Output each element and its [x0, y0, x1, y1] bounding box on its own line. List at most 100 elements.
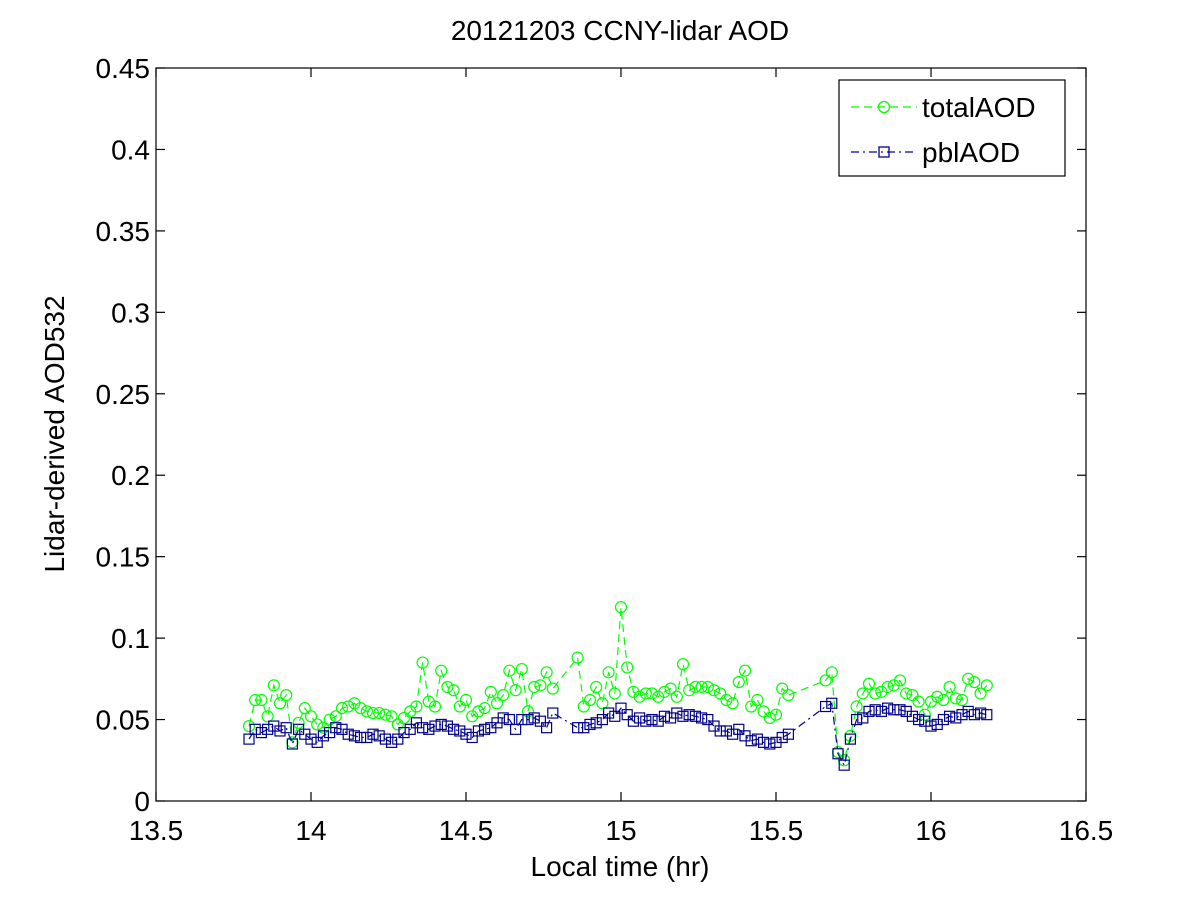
data-point-totalAOD — [391, 718, 404, 731]
data-point-pblAOD — [894, 704, 906, 716]
data-point-totalAOD — [912, 695, 925, 708]
data-point-pblAOD — [262, 723, 274, 735]
data-point-totalAOD — [354, 702, 367, 715]
data-point-pblAOD — [981, 709, 993, 721]
data-point-pblAOD — [348, 730, 360, 742]
data-point-pblAOD — [875, 705, 888, 718]
data-point-totalAOD — [249, 693, 262, 707]
data-point-totalAOD — [292, 716, 305, 729]
data-point-pblAOD — [683, 709, 695, 721]
data-point-totalAOD — [937, 693, 950, 707]
data-point-totalAOD — [769, 708, 783, 721]
data-point-pblAOD — [956, 709, 968, 721]
data-point-totalAOD — [379, 708, 392, 721]
data-point-totalAOD — [639, 687, 652, 700]
x-tick-label: 14 — [295, 815, 326, 846]
data-point-pblAOD — [733, 723, 745, 735]
data-point-pblAOD — [757, 736, 770, 748]
data-point-pblAOD — [596, 713, 609, 726]
y-tick-label: 0.25 — [96, 379, 151, 410]
data-point-pblAOD — [510, 723, 522, 735]
data-point-pblAOD — [615, 702, 627, 714]
data-point-pblAOD — [584, 718, 596, 731]
data-point-pblAOD — [392, 733, 404, 745]
data-point-pblAOD — [516, 713, 528, 726]
data-point-pblAOD — [423, 723, 435, 735]
legend-marker-totalAOD — [877, 100, 891, 114]
data-point-pblAOD — [286, 738, 298, 750]
data-point-totalAOD — [906, 689, 919, 702]
x-tick-label: 16.5 — [1059, 815, 1114, 846]
data-point-totalAOD — [453, 700, 466, 713]
data-point-pblAOD — [689, 710, 702, 722]
series-layer — [242, 601, 993, 771]
data-point-pblAOD — [367, 728, 379, 740]
data-point-totalAOD — [751, 693, 764, 707]
data-point-totalAOD — [416, 656, 429, 669]
y-tick-label: 0.3 — [111, 297, 150, 328]
data-point-totalAOD — [385, 710, 398, 723]
data-point-pblAOD — [361, 731, 373, 744]
data-point-pblAOD — [528, 712, 540, 724]
data-point-pblAOD — [720, 725, 733, 737]
data-point-totalAOD — [360, 705, 373, 718]
data-point-totalAOD — [242, 719, 256, 733]
x-tick-label: 14.5 — [439, 815, 494, 846]
data-point-pblAOD — [602, 707, 615, 719]
plot-area — [155, 67, 1087, 802]
data-point-pblAOD — [888, 704, 900, 716]
data-point-pblAOD — [522, 713, 534, 726]
data-point-totalAOD — [441, 680, 454, 694]
data-point-pblAOD — [479, 723, 491, 735]
data-point-totalAOD — [614, 601, 628, 614]
legend: totalAOD pblAOD — [838, 79, 1066, 177]
y-tick-label: 0.4 — [111, 134, 150, 165]
data-point-pblAOD — [869, 704, 881, 716]
data-point-totalAOD — [695, 680, 708, 694]
data-point-totalAOD — [577, 700, 590, 713]
data-point-pblAOD — [460, 728, 472, 740]
y-tick-label: 0.45 — [96, 53, 151, 84]
data-point-pblAOD — [435, 718, 447, 731]
data-point-totalAOD — [323, 713, 336, 726]
data-point-totalAOD — [689, 680, 702, 694]
data-point-totalAOD — [342, 700, 355, 713]
data-point-pblAOD — [850, 713, 863, 726]
data-point-pblAOD — [454, 725, 466, 737]
data-point-totalAOD — [763, 711, 776, 725]
data-point-totalAOD — [366, 706, 380, 720]
data-point-totalAOD — [329, 710, 342, 723]
data-point-pblAOD — [448, 723, 460, 735]
data-point-totalAOD — [720, 693, 733, 707]
data-point-totalAOD — [732, 675, 745, 689]
data-point-pblAOD — [826, 697, 838, 709]
data-point-totalAOD — [900, 687, 913, 700]
data-point-totalAOD — [534, 679, 547, 692]
data-point-pblAOD — [342, 728, 354, 740]
data-point-totalAOD — [583, 693, 597, 707]
legend-label-pblAOD: pblAOD — [922, 137, 1020, 168]
x-tick-label: 16 — [915, 815, 946, 846]
legend-box — [838, 79, 1066, 177]
data-point-totalAOD — [949, 692, 962, 705]
data-point-totalAOD — [974, 687, 987, 700]
data-point-totalAOD — [509, 684, 522, 697]
data-point-totalAOD — [280, 689, 293, 702]
data-point-pblAOD — [633, 712, 646, 724]
y-axis: 0 0.05 0.1 0.15 0.2 0.25 0.3 0.35 0.4 0.45 — [96, 53, 1086, 817]
data-point-pblAOD — [702, 713, 714, 726]
y-tick-label: 0 — [134, 786, 150, 817]
data-point-pblAOD — [497, 712, 509, 724]
data-point-totalAOD — [968, 675, 981, 689]
data-point-totalAOD — [943, 680, 956, 694]
data-point-pblAOD — [621, 709, 633, 721]
data-point-pblAOD — [844, 733, 857, 745]
data-point-pblAOD — [534, 715, 547, 727]
data-point-totalAOD — [955, 693, 969, 707]
data-point-pblAOD — [466, 731, 478, 744]
data-point-totalAOD — [782, 689, 795, 702]
data-point-totalAOD — [683, 684, 696, 697]
data-point-totalAOD — [738, 664, 752, 677]
data-point-pblAOD — [355, 731, 367, 744]
data-point-pblAOD — [547, 707, 559, 719]
